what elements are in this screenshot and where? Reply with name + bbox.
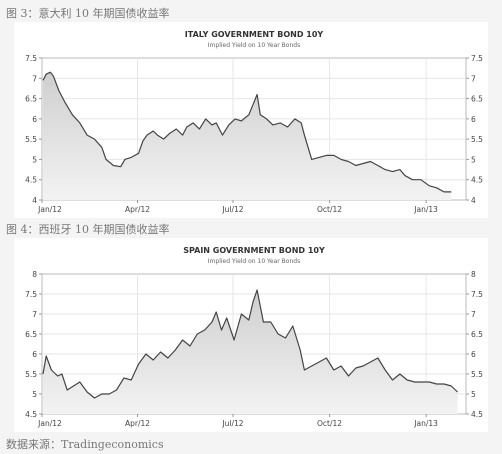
y-tick-label-right: 7 xyxy=(471,74,476,83)
x-tick-label: Jan/13 xyxy=(413,419,438,428)
y-tick-label-right: 7 xyxy=(471,310,476,319)
y-tick-label-left: 7.5 xyxy=(25,290,37,299)
y-tick-label-left: 5.5 xyxy=(25,135,37,144)
x-tick-label: Oct/12 xyxy=(317,419,342,428)
series-line-0 xyxy=(42,71,452,193)
y-tick-label-left: 4 xyxy=(32,196,37,205)
y-tick-label-left: 5.5 xyxy=(25,370,37,379)
y-tick-label-right: 4.5 xyxy=(471,176,483,185)
x-tick-label: Jul/12 xyxy=(221,419,243,428)
chart-subtitle: Implied Yield on 10 Year Bonds xyxy=(208,258,300,265)
y-tick-label-right: 6 xyxy=(471,350,476,359)
y-tick-label-left: 4.5 xyxy=(25,176,37,185)
x-tick-label: Jan/12 xyxy=(37,419,62,428)
y-tick-label-left: 7.5 xyxy=(25,54,37,63)
y-tick-label-right: 5 xyxy=(471,390,476,399)
y-tick-label-left: 7 xyxy=(32,310,37,319)
y-tick-label-right: 6.5 xyxy=(471,330,483,339)
figure-3-caption: 图 3：意大利 10 年期国债收益率 xyxy=(6,7,170,20)
chart-title: SPAIN GOVERNMENT BOND 10Y xyxy=(183,246,325,255)
italy-bond-chart: ITALY GOVERNMENT BOND 10Y Implied Yield o… xyxy=(25,30,483,214)
y-tick-label-right: 8 xyxy=(471,270,476,279)
y-tick-label-right: 5.5 xyxy=(471,135,483,144)
data-source-note: 数据来源：Tradingeconomics xyxy=(6,438,164,451)
figure-4-caption: 图 4：西班牙 10 年期国债收益率 xyxy=(6,223,170,236)
y-tick-label-left: 8 xyxy=(32,270,37,279)
y-tick-label-right: 5 xyxy=(471,155,476,164)
spain-bond-chart: SPAIN GOVERNMENT BOND 10Y Implied Yield o… xyxy=(25,246,483,428)
x-tick-label: Jan/13 xyxy=(413,205,438,214)
y-tick-label-left: 5 xyxy=(32,390,37,399)
y-tick-label-right: 6.5 xyxy=(471,95,483,104)
chart-subtitle: Implied Yield on 10 Year Bonds xyxy=(208,42,300,49)
y-tick-label-right: 7.5 xyxy=(471,290,483,299)
series-line-0 xyxy=(42,289,459,399)
series-area-0 xyxy=(43,290,458,414)
italy-chart-panel: ITALY GOVERNMENT BOND 10Y Implied Yield o… xyxy=(14,22,488,218)
y-tick-label-left: 6.5 xyxy=(25,95,37,104)
y-tick-label-left: 6 xyxy=(32,350,37,359)
y-tick-label-right: 4 xyxy=(471,196,476,205)
spain-chart-panel: SPAIN GOVERNMENT BOND 10Y Implied Yield o… xyxy=(14,238,488,432)
series-area-0 xyxy=(43,72,452,200)
y-tick-label-right: 6 xyxy=(471,115,476,124)
x-tick-label: Oct/12 xyxy=(317,205,342,214)
y-tick-label-right: 5.5 xyxy=(471,370,483,379)
y-tick-label-left: 5 xyxy=(32,155,37,164)
y-tick-label-right: 7.5 xyxy=(471,54,483,63)
x-tick-label: Jan/12 xyxy=(37,205,62,214)
y-tick-label-left: 6 xyxy=(32,115,37,124)
y-tick-label-left: 6.5 xyxy=(25,330,37,339)
y-tick-label-right: 4.5 xyxy=(471,410,483,419)
x-tick-label: Jul/12 xyxy=(221,205,243,214)
x-tick-label: Apr/12 xyxy=(125,419,150,428)
x-tick-label: Apr/12 xyxy=(125,205,150,214)
y-tick-label-left: 4.5 xyxy=(25,410,37,419)
y-tick-label-left: 7 xyxy=(32,74,37,83)
chart-title: ITALY GOVERNMENT BOND 10Y xyxy=(185,30,324,39)
